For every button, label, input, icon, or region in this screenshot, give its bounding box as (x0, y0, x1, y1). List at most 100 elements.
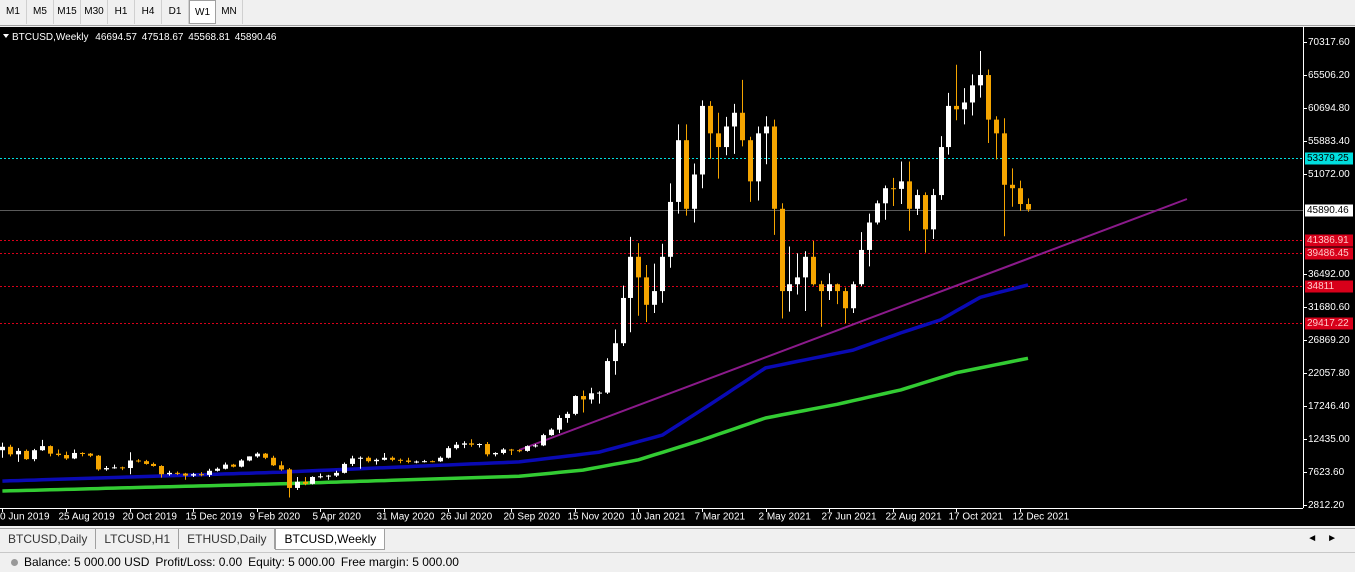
candle-body (708, 105, 713, 134)
candle-body (668, 201, 673, 257)
candle-body (462, 443, 467, 445)
candle-body (851, 284, 856, 309)
candle-body (80, 452, 85, 454)
timeframe-button[interactable]: M30 (81, 0, 108, 24)
candle-body (700, 105, 705, 175)
candle-body (748, 140, 753, 182)
candle-body (1002, 133, 1007, 185)
current-price-box (1305, 204, 1353, 217)
equity: Equity: 5 000.00 (248, 555, 335, 569)
candle-body (151, 463, 156, 466)
close-value: 45890.46 (235, 32, 277, 43)
candle-body (970, 85, 975, 103)
x-tick-label: 27 Jun 2021 (822, 512, 877, 523)
candle-body (811, 256, 816, 285)
candle-body (541, 435, 546, 446)
candle-body (374, 459, 379, 462)
timeframe-button[interactable]: H4 (135, 0, 162, 24)
level-label: 41386.91 (1307, 235, 1349, 246)
x-tick-label: 9 Feb 2020 (250, 512, 301, 523)
candle-body (128, 460, 133, 469)
chart-background (0, 27, 1355, 526)
chart-tab[interactable]: ETHUSD,Daily (179, 529, 276, 549)
candle-body (859, 249, 864, 285)
candle-body (565, 413, 570, 418)
candle-body (48, 446, 53, 454)
x-tick-label: 15 Nov 2020 (568, 512, 625, 523)
candle-body (819, 284, 824, 292)
status-icon (11, 559, 18, 566)
x-tick-label: 17 Oct 2021 (949, 512, 1004, 523)
timeframe-button[interactable]: M15 (54, 0, 81, 24)
candle-body (24, 450, 29, 460)
candle-body (517, 450, 522, 452)
y-tick-label: 7623.60 (1308, 467, 1345, 478)
candle-body (144, 461, 149, 464)
candle-body (358, 457, 363, 459)
tab-scroll-arrows[interactable]: ◄► (1307, 533, 1347, 544)
chart-tab[interactable]: LTCUSD,H1 (96, 529, 180, 549)
timeframe-button[interactable]: M1 (0, 0, 27, 24)
candle-body (1010, 184, 1015, 189)
candle-body (939, 147, 944, 196)
x-tick-label: 5 Apr 2020 (313, 512, 362, 523)
candle-body (88, 453, 93, 456)
candle-body (644, 277, 649, 305)
level-label: 53379.25 (1307, 153, 1349, 164)
candle-body (136, 460, 141, 462)
candle-body (159, 465, 164, 475)
candle-body (318, 476, 323, 478)
candle-body (342, 463, 347, 473)
candle-body (382, 457, 387, 460)
candle-body (303, 481, 308, 484)
timeframe-button[interactable]: D1 (162, 0, 189, 24)
free-margin: Free margin: 5 000.00 (340, 555, 459, 569)
candle-body (931, 195, 936, 230)
candle-body (406, 460, 411, 462)
level-label-box (1305, 280, 1353, 293)
y-tick-label: 31680.60 (1308, 302, 1350, 313)
y-tick-label: 60694.80 (1308, 103, 1350, 114)
candle-body (780, 208, 785, 292)
candle-body (915, 195, 920, 209)
open-value: 46694.57 (95, 32, 137, 43)
status-bar: Balance: 5 000.00 USD Profit/Loss: 0.00 Eq… (0, 552, 1355, 572)
candle-body (684, 140, 689, 209)
candle-body (628, 256, 633, 298)
symbol: BTCUSD,Weekly (12, 32, 89, 43)
candle-body (207, 470, 212, 475)
candle-body (676, 140, 681, 202)
info-arrow (3, 34, 9, 38)
timeframe-button[interactable]: H1 (108, 0, 135, 24)
timeframe-button[interactable]: M5 (27, 0, 54, 24)
candle-body (907, 181, 912, 209)
x-tick-label: 12 Dec 2021 (1013, 512, 1070, 523)
candle-body (112, 467, 117, 469)
candle-body (605, 361, 610, 393)
candle-body (867, 222, 872, 250)
timeframe-button[interactable]: W1 (189, 0, 216, 24)
chart-tab[interactable]: BTCUSD,Daily (0, 529, 97, 549)
level-label-box (1305, 247, 1353, 260)
x-tick-label: 10 Jan 2021 (631, 512, 686, 523)
candle-body (875, 203, 880, 223)
candle-body (843, 291, 848, 309)
candle-body (398, 459, 403, 461)
candle-body (636, 256, 641, 278)
candle-body (835, 284, 840, 292)
candle-body (279, 465, 284, 470)
candle-body (295, 481, 300, 488)
candle-body (215, 468, 220, 471)
candle-body (795, 277, 800, 285)
candle-body (167, 472, 172, 475)
candle-body (573, 396, 578, 414)
profit-loss: Profit/Loss: 0.00 (155, 555, 243, 569)
moving-average (2, 283, 1029, 483)
level-label-box (1305, 317, 1353, 330)
timeframe-button[interactable]: MN (216, 0, 243, 24)
moving-average (2, 356, 1029, 493)
candle-body (454, 444, 459, 449)
low-value: 45568.81 (188, 32, 230, 43)
chart-tab[interactable]: BTCUSD,Weekly (275, 529, 386, 550)
candle-body (175, 472, 180, 474)
